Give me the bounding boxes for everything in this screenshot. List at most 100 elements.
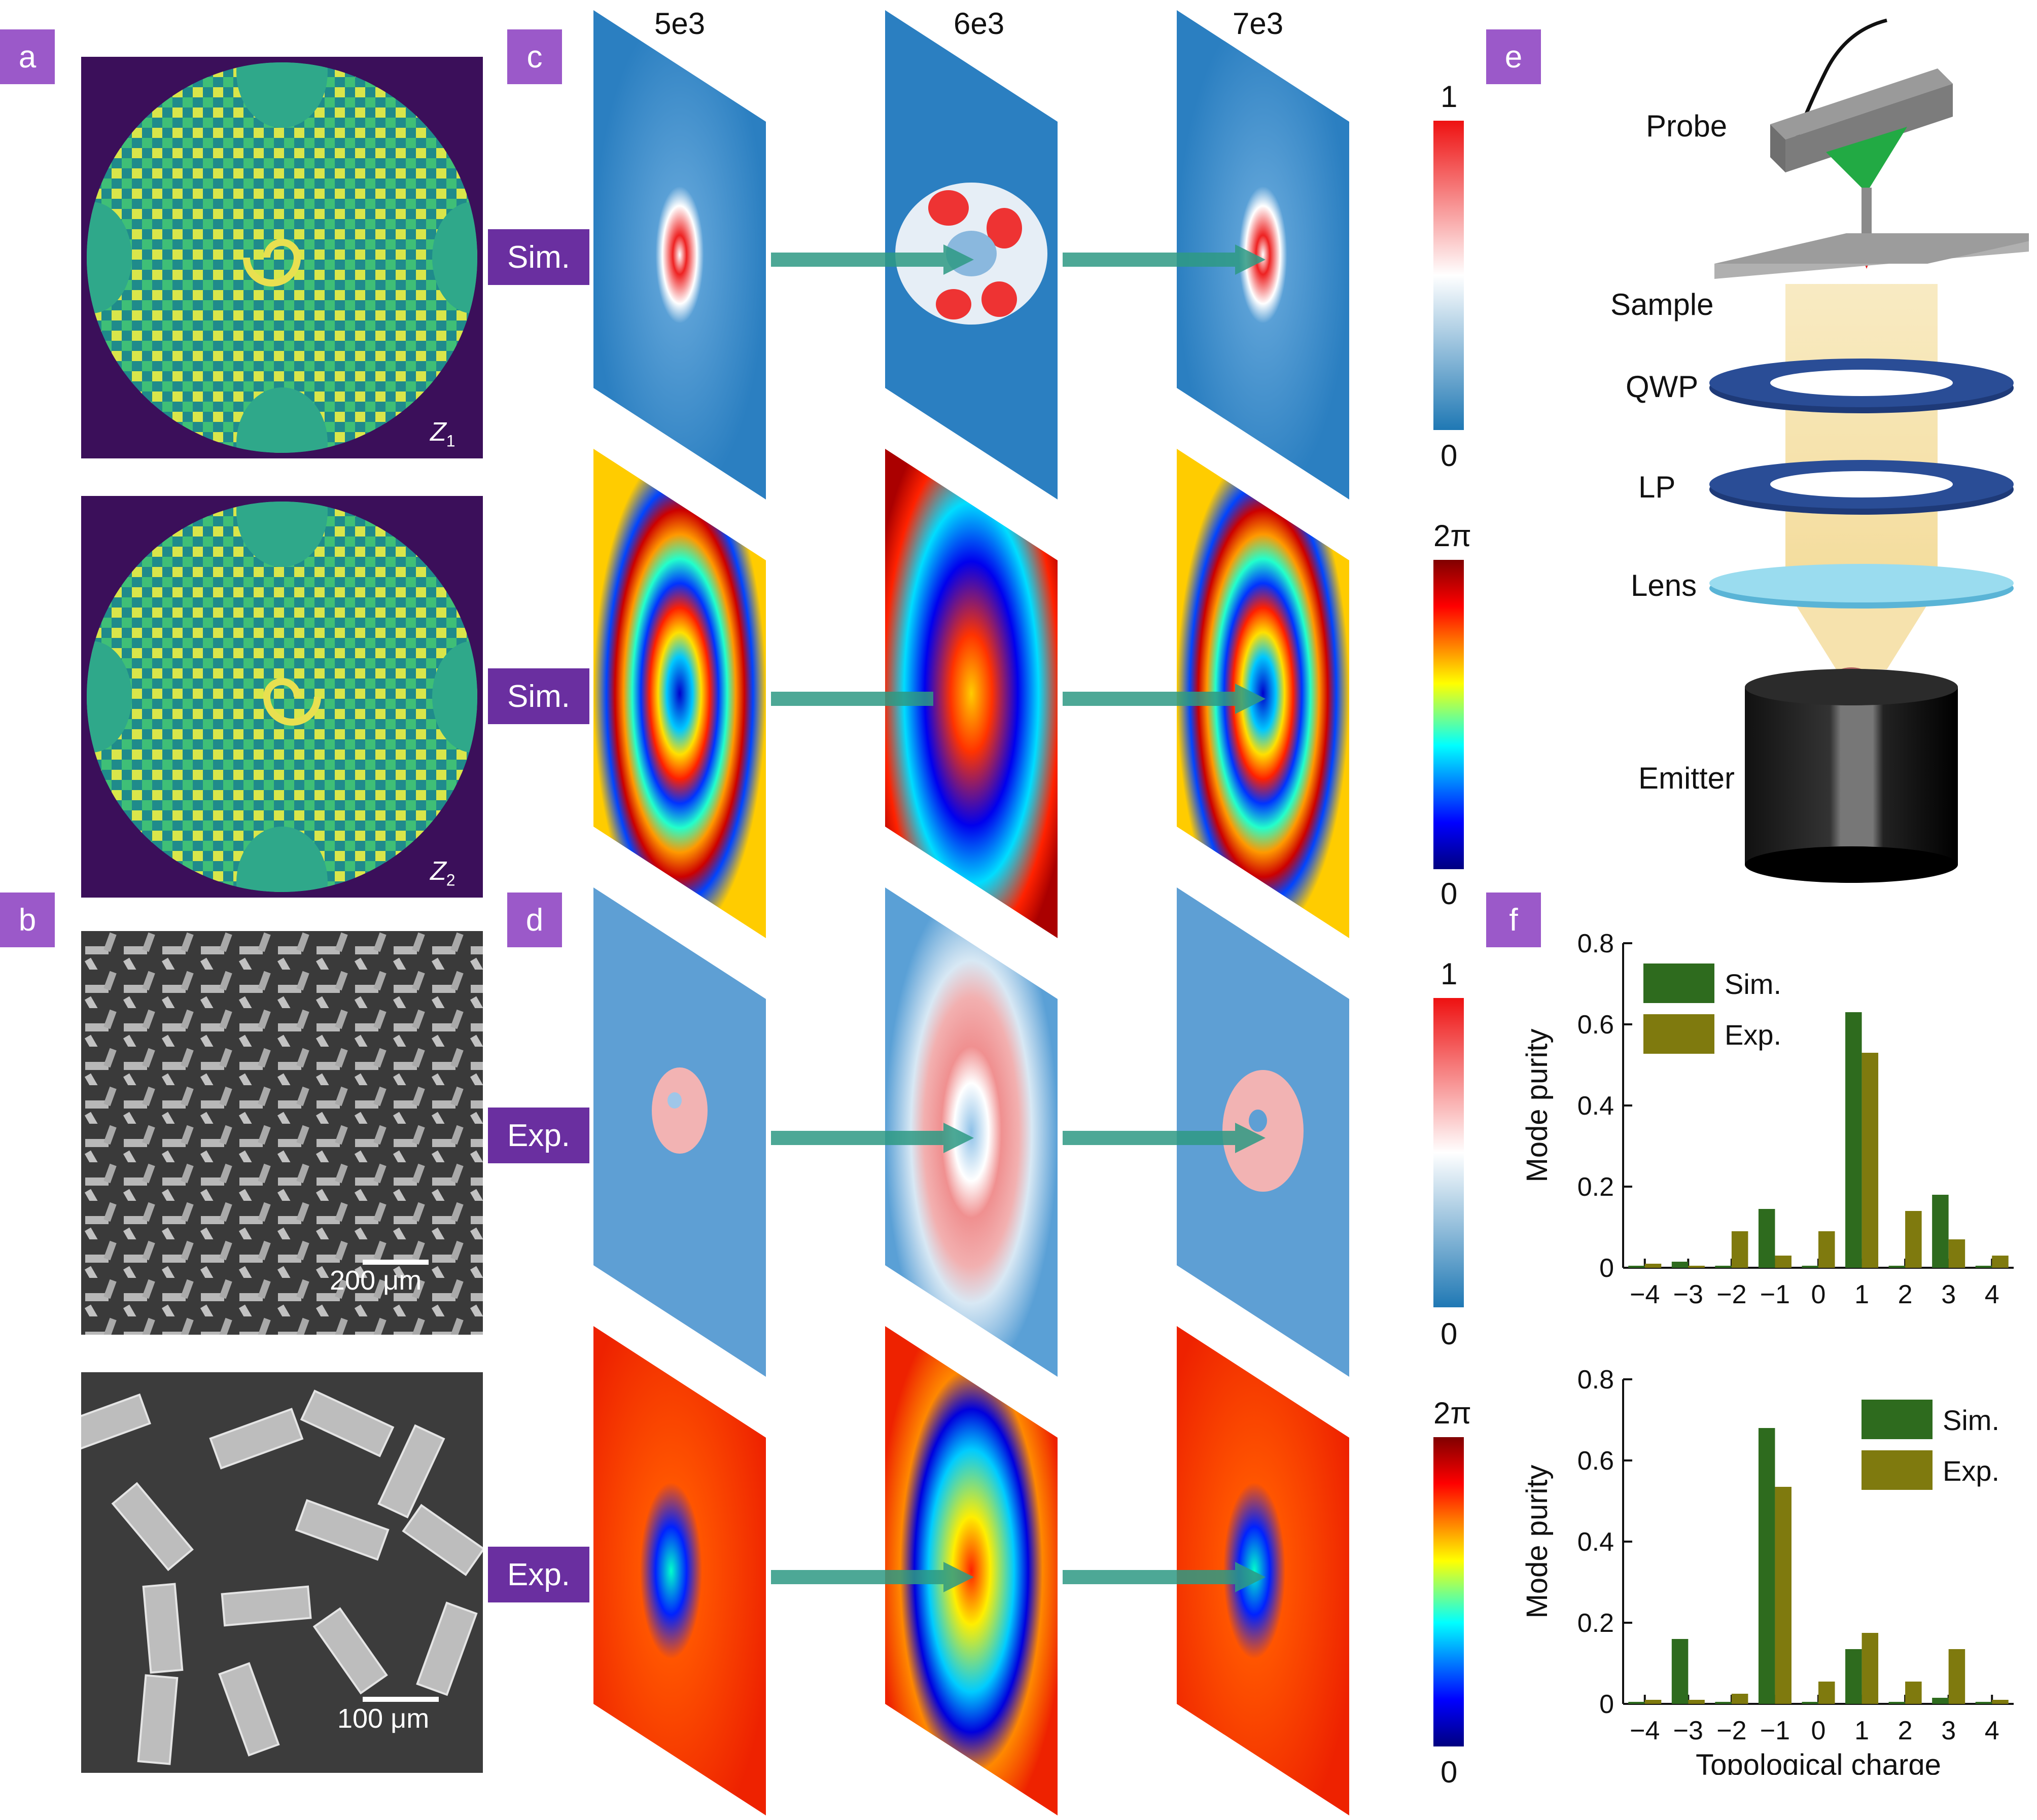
column-header-2: 6e3 xyxy=(954,7,1005,41)
hologram-z2: Z2 xyxy=(81,496,483,898)
lens xyxy=(1709,564,2014,609)
z1-label: Z1 xyxy=(430,417,455,450)
panel-label-a: a xyxy=(0,29,55,84)
panel-label-e: e xyxy=(1486,29,1541,84)
bar-sim xyxy=(1628,1266,1645,1268)
z2-label: Z2 xyxy=(430,857,455,889)
x-tick-label: −4 xyxy=(1630,1716,1660,1745)
label-qwp: QWP xyxy=(1626,370,1699,404)
colorbar-exp-phase xyxy=(1433,1437,1464,1746)
x-tick-label: −3 xyxy=(1673,1280,1703,1308)
bar-sim xyxy=(1671,1639,1689,1704)
exp-intensity-7e3-core xyxy=(1249,1110,1267,1132)
legend-label: Sim. xyxy=(1943,1404,1999,1436)
bar-sim xyxy=(1888,1266,1906,1268)
x-tick-label: −1 xyxy=(1760,1280,1790,1308)
hologram-z1: Z1 xyxy=(81,57,483,458)
bar-sim xyxy=(1758,1209,1775,1268)
setup-diagram xyxy=(1709,18,2029,883)
colorbar-2-min: 0 xyxy=(1441,877,1458,911)
column-header-3: 7e3 xyxy=(1233,7,1284,41)
bar-exp xyxy=(1775,1256,1792,1268)
y-tick-label: 0.6 xyxy=(1577,1446,1614,1476)
bar-sim xyxy=(1975,1702,1992,1704)
bar-sim xyxy=(1932,1195,1949,1268)
y-axis-label: Mode purity xyxy=(1521,1028,1554,1182)
bar-sim xyxy=(1758,1428,1775,1704)
y-tick-label: 0 xyxy=(1599,1690,1614,1719)
bar-sim xyxy=(1845,1649,1862,1704)
colorbar-4-min: 0 xyxy=(1441,1755,1458,1789)
panel-label-f: f xyxy=(1486,893,1541,947)
exp-phase-6e3 xyxy=(885,1326,1058,1815)
chart-2: 0 0.2 0.4 0.6 0.8 −4 −3 −2 −1 0 1 2 3 4 Topological ch… xyxy=(1491,1359,2037,1815)
bar-sim xyxy=(1671,1262,1689,1268)
bar-exp xyxy=(1818,1231,1835,1268)
colorbar-3-max: 1 xyxy=(1441,957,1458,991)
y-axis-label: Mode purity xyxy=(1521,1465,1554,1618)
legend-label: Sim. xyxy=(1725,968,1781,1000)
panel-label-b: b xyxy=(0,893,55,947)
colorbar-2-max: 2π xyxy=(1433,519,1471,553)
bar-exp xyxy=(1775,1487,1792,1704)
label-probe: Probe xyxy=(1646,109,1728,143)
bar-exp xyxy=(1992,1256,2009,1268)
scale-label-100: 100 μm xyxy=(337,1703,430,1734)
colorbar-exp-intensity xyxy=(1433,998,1464,1307)
legend-swatch xyxy=(1643,1014,1714,1054)
bar-exp xyxy=(1862,1053,1879,1268)
y-tick-label: 0.4 xyxy=(1577,1527,1614,1557)
colorbar-1-min: 0 xyxy=(1441,439,1458,473)
row-label-exp-phase: Exp. xyxy=(488,1547,589,1602)
bar-sim xyxy=(1888,1702,1906,1704)
sem-image-low-mag: 200 μm xyxy=(81,931,483,1335)
bar-exp xyxy=(1688,1266,1705,1268)
bar-exp xyxy=(1905,1682,1922,1704)
sim-phase-6e3 xyxy=(885,449,1058,938)
row-label-sim-phase: Sim. xyxy=(488,668,589,724)
scale-bar-200 xyxy=(363,1260,429,1265)
propagation-arrows xyxy=(771,244,1266,1592)
exp-phase-7e3 xyxy=(1177,1326,1349,1815)
x-tick-label: −1 xyxy=(1760,1716,1790,1745)
x-tick-label: −2 xyxy=(1716,1716,1746,1745)
hologram-z2-pattern xyxy=(87,502,477,892)
row-label-exp-intensity: Exp. xyxy=(488,1108,589,1163)
sim-intensity-5e3 xyxy=(593,10,766,499)
sim-phase-7e3 xyxy=(1177,449,1349,938)
x-tick-label: 0 xyxy=(1811,1716,1826,1745)
legend-swatch xyxy=(1862,1450,1933,1490)
sim-intensity-7e3 xyxy=(1177,10,1349,499)
bar-sim xyxy=(1975,1266,1992,1268)
colorbar-sim-phase xyxy=(1433,560,1464,869)
emitter xyxy=(1745,667,1958,883)
colorbars xyxy=(1433,121,1464,1746)
bar-exp xyxy=(1688,1700,1705,1704)
bar-exp xyxy=(1948,1239,1965,1268)
exp-intensity-7e3-ring xyxy=(1222,1070,1304,1192)
bar-sim xyxy=(1628,1702,1645,1704)
y-tick-label: 0.2 xyxy=(1577,1609,1614,1638)
x-tick-label: 3 xyxy=(1941,1716,1956,1745)
scale-label-200: 200 μm xyxy=(330,1265,422,1296)
legend-swatch xyxy=(1643,963,1714,1003)
y-tick-label: 0.6 xyxy=(1577,1010,1614,1040)
x-tick-label: 2 xyxy=(1898,1716,1913,1745)
x-tick-label: −4 xyxy=(1630,1280,1660,1308)
bar-sim xyxy=(1715,1266,1732,1268)
bar-sim xyxy=(1715,1702,1732,1704)
legend-swatch xyxy=(1862,1400,1933,1439)
field-maps xyxy=(593,10,1349,1815)
bar-sim xyxy=(1932,1698,1949,1704)
sim-phase-5e3 xyxy=(593,449,766,938)
bar-exp xyxy=(1948,1649,1965,1704)
exp-phase-5e3 xyxy=(593,1326,766,1815)
sem-image-high-mag: 100 μm xyxy=(81,1372,483,1773)
probe xyxy=(1770,68,1953,269)
column-header-1: 5e3 xyxy=(654,7,706,41)
light-beam xyxy=(1785,284,1938,588)
beam-cone xyxy=(1785,588,1938,669)
